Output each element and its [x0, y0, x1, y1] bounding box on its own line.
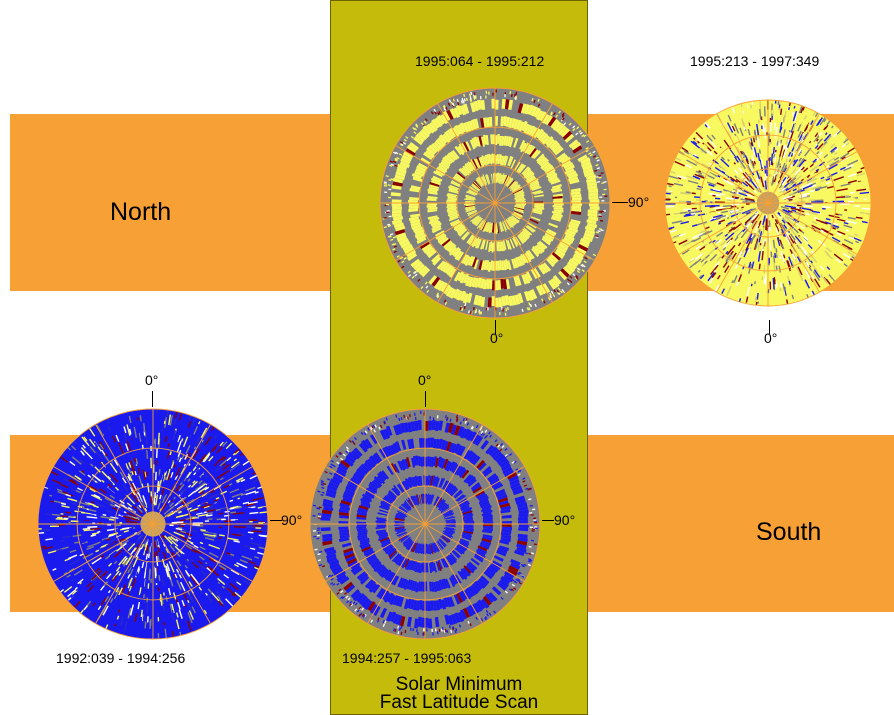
polar-grid — [309, 408, 541, 640]
angle-label-south-fast: 90° — [554, 512, 576, 528]
polar-grid — [664, 99, 872, 307]
south-band-right — [588, 435, 894, 612]
tick-90-south-slow — [270, 520, 282, 521]
tick-90-north-fast — [612, 202, 628, 203]
zero-label-south-fast: 0° — [418, 372, 432, 388]
radial-streaks — [38, 409, 268, 639]
tick-0-north-slow — [769, 320, 770, 334]
polar-grid — [379, 87, 611, 319]
outer-rings — [382, 89, 608, 316]
date-north-slow: 1995:213 - 1997:349 — [690, 53, 820, 69]
tick-0-north-fast — [495, 320, 496, 334]
date-north-fast: 1995:064 - 1995:212 — [415, 53, 545, 69]
spiral-rings — [320, 420, 529, 629]
panel-title-line2: Fast Latitude Scan — [379, 692, 539, 713]
tick-90-south-fast — [542, 520, 554, 521]
zero-label-north-slow: 0° — [764, 330, 778, 346]
angle-label-south-slow: 90° — [281, 512, 303, 528]
panel-title-line1: Solar Minimum — [395, 674, 523, 695]
outer-rings — [312, 410, 538, 636]
disk-south-slow — [37, 408, 269, 640]
tick-0-south-slow — [152, 391, 153, 407]
zero-label-north-fast: 0° — [490, 330, 504, 346]
angle-label-north-fast: 90° — [628, 194, 650, 210]
polar-grid — [37, 408, 269, 640]
date-south-fast: 1994:257 - 1995:063 — [342, 650, 472, 666]
north-label: North — [110, 198, 172, 226]
disk-north-slow — [664, 99, 872, 307]
disk-south-fast — [309, 408, 541, 640]
radial-streaks — [664, 100, 871, 306]
disk-north-fast — [379, 87, 611, 319]
zero-label-south-slow: 0° — [145, 372, 159, 388]
date-south-slow: 1992:039 - 1994:256 — [56, 650, 186, 666]
north-band-left — [10, 114, 330, 291]
south-label: South — [756, 518, 822, 546]
tick-0-south-fast — [425, 391, 426, 407]
